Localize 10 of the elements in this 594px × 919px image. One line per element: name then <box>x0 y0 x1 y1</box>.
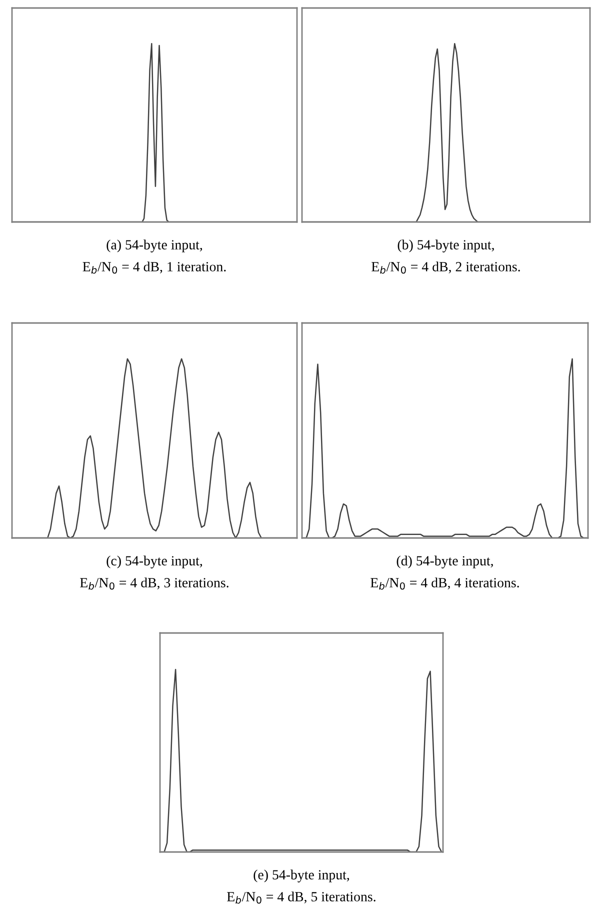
text: E$_{b}$/N$_{0}$ = 4 dB, 1 iteration. <box>82 262 226 274</box>
text: E$_{b}$/N$_{0}$ = 4 dB, 3 iterations. <box>80 578 228 590</box>
text: E$_{b}$/N$_{0}$ = 4 dB, 4 iterations. <box>370 578 519 590</box>
text: E$_{b}$/N$_{0}$ = 4 dB, 5 iterations. <box>227 892 376 904</box>
text: (c) 54-byte input, <box>106 556 202 568</box>
text: (e) 54-byte input, <box>254 870 350 882</box>
text: (d) 54-byte input, <box>396 556 493 568</box>
text: (a) 54-byte input, <box>106 240 202 252</box>
text: E$_{b}$/N$_{0}$ = 4 dB, 2 iterations. <box>372 262 520 274</box>
text: (b) 54-byte input, <box>398 240 494 252</box>
